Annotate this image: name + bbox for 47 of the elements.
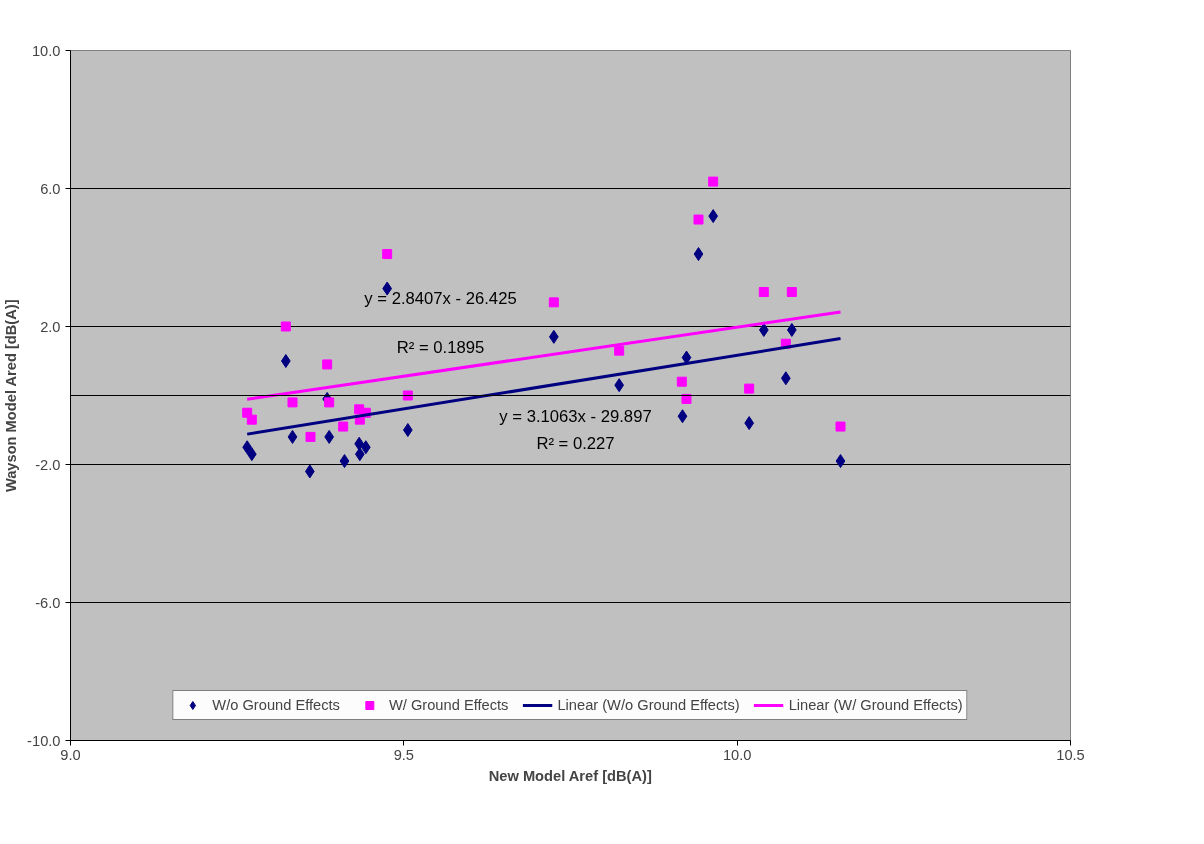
annotation: y = 3.1063x - 29.897 — [499, 406, 652, 426]
point — [339, 454, 350, 469]
point — [324, 397, 335, 408]
point — [548, 297, 559, 308]
legend-label: W/o Ground Effects — [212, 697, 340, 713]
annotation: R² = 0.1895 — [396, 337, 485, 357]
annotation: y = 2.8407x - 26.425 — [364, 289, 517, 309]
annotation: R² = 0.227 — [536, 434, 615, 454]
point — [693, 214, 704, 225]
y-tick-label: -2.0 — [35, 456, 61, 473]
point — [402, 390, 413, 401]
point — [835, 454, 846, 469]
point — [287, 397, 298, 408]
point — [786, 287, 797, 297]
y-tick-label: -10.0 — [27, 732, 61, 749]
y-tick-label: 10.0 — [31, 42, 61, 59]
y-tick-label: 6.0 — [40, 180, 61, 197]
point — [744, 383, 755, 394]
x-tick-label: 9.0 — [60, 746, 81, 763]
point — [835, 421, 846, 432]
point — [681, 393, 692, 404]
point — [280, 321, 291, 332]
point — [281, 354, 291, 368]
y-tick-label: 2.0 — [40, 318, 61, 335]
point — [305, 431, 316, 442]
legend-label: W/ Ground Effects — [388, 697, 509, 713]
point — [677, 409, 688, 424]
point — [322, 359, 333, 370]
x-axis-title: New Model Aref [dB(A)] — [488, 767, 652, 784]
point — [708, 176, 719, 187]
point — [382, 249, 393, 260]
point — [403, 423, 413, 437]
x-tick-label: 10.5 — [1056, 746, 1085, 763]
point — [614, 345, 625, 356]
point — [338, 421, 349, 432]
point — [246, 414, 257, 425]
legend-label: Linear (W/ Ground Effects) — [788, 697, 963, 713]
point — [287, 429, 298, 444]
y-tick-label: -6.0 — [35, 594, 61, 611]
y-axis-title: Wayson Model Ared [dB(A)] — [3, 299, 20, 493]
point — [681, 350, 692, 365]
x-tick-label: 10.0 — [722, 746, 752, 763]
x-tick-label: 9.5 — [393, 746, 415, 763]
point — [676, 376, 687, 387]
legend-label: Linear (W/o Ground Effects) — [557, 697, 740, 713]
point — [758, 287, 769, 297]
point — [693, 247, 704, 262]
